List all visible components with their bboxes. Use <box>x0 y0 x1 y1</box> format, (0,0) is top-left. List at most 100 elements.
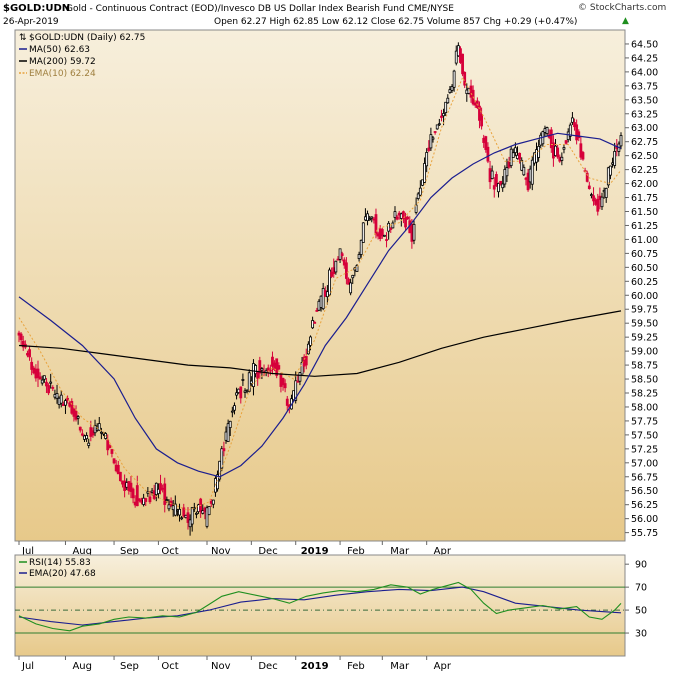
x-tick-label: Feb <box>347 546 365 557</box>
x-tick-label: Jul <box>21 546 34 557</box>
candle-body <box>490 170 494 179</box>
candle-body <box>552 142 555 159</box>
candle-body <box>590 194 593 196</box>
candle-body <box>19 333 23 341</box>
candle-body <box>167 504 171 510</box>
ma200-line <box>18 310 622 377</box>
candle-body <box>328 269 331 296</box>
candle-body <box>364 216 367 221</box>
candle-body <box>68 402 72 407</box>
candle-body <box>116 464 120 475</box>
rsi-y-tick-label: 30 <box>635 629 647 640</box>
stockcharts-brand[interactable]: © StockCharts.com <box>578 3 667 13</box>
candle-body <box>36 368 40 378</box>
candle-body <box>452 70 456 88</box>
candle-body <box>59 394 63 404</box>
candle-body <box>564 140 568 144</box>
candle-body <box>355 265 359 272</box>
candle-body <box>150 490 154 493</box>
candle-body <box>53 394 57 398</box>
candle-body <box>501 183 505 189</box>
rsi-legend-label: RSI(14) 55.83 <box>29 558 91 568</box>
candle-body <box>142 497 146 505</box>
candle-body <box>245 389 249 392</box>
candle-body <box>604 188 608 198</box>
candle-body <box>385 239 388 241</box>
candle-body <box>406 216 410 220</box>
candle-body <box>127 481 131 491</box>
rsi-x-tick-label: 2019 <box>301 661 329 672</box>
candle-body <box>237 388 241 393</box>
candle-body <box>562 147 566 150</box>
candle-body <box>197 504 200 513</box>
rsi-x-tick-label: Jul <box>21 661 34 672</box>
candle-body <box>596 198 600 212</box>
candle-body <box>450 86 454 91</box>
candle-body <box>186 512 190 523</box>
price-panel: 55.75 56.00 56.25 56.50 56.75 57.00 57.25 57.50… <box>14 29 658 557</box>
candle-body <box>397 212 401 216</box>
candle-body <box>281 377 285 386</box>
candle-body <box>359 239 363 255</box>
candle-body <box>448 89 452 93</box>
candle-body <box>340 253 344 257</box>
y-tick-label: 56.50 <box>631 486 658 497</box>
up-arrow-icon: ▲ <box>622 16 629 26</box>
ema10-line <box>18 76 622 511</box>
candle-body <box>165 499 169 502</box>
candle-body <box>30 361 34 370</box>
candle-body <box>184 514 188 519</box>
y-tick-label: 62.25 <box>631 165 658 176</box>
candle-body <box>492 185 496 190</box>
candle-body <box>323 290 327 297</box>
candle-body <box>317 300 321 311</box>
candle-body <box>315 309 319 312</box>
candle-body <box>110 449 114 454</box>
candle-body <box>239 386 243 399</box>
candle-body <box>188 519 192 528</box>
candle-body <box>72 408 76 417</box>
candle-body <box>399 213 403 219</box>
candle-body <box>357 254 361 260</box>
candle-body <box>416 193 420 199</box>
candle-body <box>461 53 464 75</box>
candle-body <box>38 376 42 380</box>
candle-body <box>112 458 116 464</box>
candle-body <box>173 503 177 516</box>
legend-label: MA(200) 59.72 <box>29 57 96 67</box>
y-tick-label: 59.00 <box>631 347 658 358</box>
candle-body <box>440 115 443 118</box>
candle-body <box>118 471 122 482</box>
candle-body <box>437 123 441 126</box>
candle-body <box>26 353 29 356</box>
y-tick-label: 60.25 <box>631 277 658 288</box>
candle-body <box>579 143 583 158</box>
candle-body <box>404 216 407 228</box>
candle-body <box>530 159 534 185</box>
x-tick-label: 2019 <box>301 546 329 557</box>
candle-body <box>129 482 133 492</box>
candle-body <box>211 499 215 505</box>
legend-label: EMA(10) 62.24 <box>29 69 96 79</box>
candle-body <box>89 427 93 437</box>
rsi-x-tick-label: Mar <box>390 661 410 672</box>
candle-body <box>40 379 44 384</box>
candle-body <box>535 149 538 163</box>
y-tick-label: 61.00 <box>631 235 658 246</box>
candle-body <box>587 185 591 189</box>
candle-body <box>260 368 264 371</box>
y-tick-label: 64.00 <box>631 67 658 78</box>
y-tick-label: 62.00 <box>631 179 658 190</box>
candle-body <box>573 122 576 128</box>
x-tick-label: Mar <box>390 546 410 557</box>
candle-body <box>161 487 165 490</box>
rsi-x-tick-label: Feb <box>347 661 365 672</box>
candle-body <box>95 428 99 431</box>
candle-body <box>209 500 213 504</box>
legend-icon: ⇅ <box>19 33 27 43</box>
y-tick-label: 64.25 <box>631 53 658 64</box>
candle-body <box>558 156 562 162</box>
legend-label: $GOLD:UDN (Daily) 62.75 <box>29 33 145 43</box>
candle-body <box>176 509 179 512</box>
